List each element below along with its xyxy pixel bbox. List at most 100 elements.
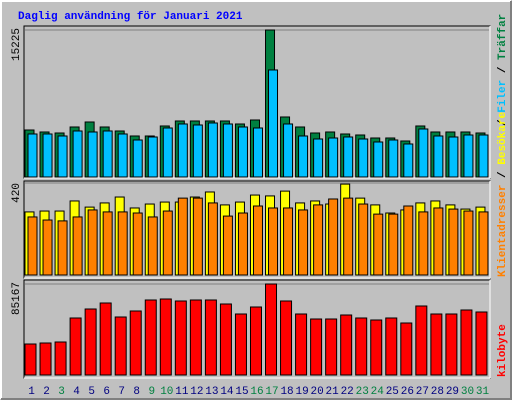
bar (433, 135, 444, 178)
x-tick-label: 23 (356, 386, 369, 398)
bar (114, 316, 127, 376)
bar (84, 308, 97, 376)
x-tick-label: 5 (88, 386, 95, 398)
bar (268, 207, 279, 276)
legend-separator: / (497, 119, 509, 126)
bar (204, 299, 217, 376)
x-tick-label: 1 (28, 386, 35, 398)
x-tick-label: 30 (461, 386, 474, 398)
bar (132, 139, 143, 178)
bar (72, 216, 83, 276)
x-tick-label: 20 (311, 386, 324, 398)
bar (325, 318, 338, 376)
x-tick-label: 29 (446, 386, 459, 398)
bar (310, 318, 323, 376)
x-tick-label: 17 (265, 386, 278, 398)
bar (54, 341, 67, 376)
bar (69, 317, 82, 376)
bar (475, 311, 488, 376)
bar (388, 213, 399, 276)
bar (207, 122, 218, 178)
bar (373, 141, 384, 178)
bar (358, 138, 369, 178)
x-tick-label: 2 (43, 386, 50, 398)
bar (418, 128, 429, 178)
x-tick-label: 14 (220, 386, 234, 398)
legend: / Filer / Träffar (497, 14, 509, 126)
bar (87, 209, 98, 276)
x-tick-label: 6 (103, 386, 110, 398)
bar (159, 298, 172, 376)
bar (403, 143, 414, 178)
bar (343, 136, 354, 178)
bar (388, 139, 399, 178)
bar (189, 299, 202, 376)
legend: kilobyte (497, 324, 509, 377)
legend-entry: kilobyte (497, 324, 509, 377)
bar (403, 205, 414, 276)
bar (313, 204, 324, 276)
bar (298, 209, 309, 276)
bar (460, 309, 473, 376)
bar (57, 220, 68, 276)
x-tick-label: 7 (118, 386, 125, 398)
bar (283, 123, 294, 178)
y-tick-label: 15225 (11, 28, 23, 61)
x-tick-label: 31 (476, 386, 490, 398)
bar (400, 322, 413, 376)
bar (448, 208, 459, 276)
bar (129, 310, 142, 376)
bar (219, 303, 232, 376)
bar (340, 314, 353, 376)
bar (24, 343, 37, 376)
bar (478, 134, 489, 178)
bar (430, 313, 443, 376)
bar (177, 197, 188, 276)
chart-title: Daglig användning för Januari 2021 (18, 11, 243, 23)
legend-entry: Träffar (497, 14, 509, 60)
bar (144, 299, 157, 376)
bar (57, 135, 68, 178)
y-tick-label: 420 (11, 183, 23, 203)
x-tick-label: 28 (431, 386, 444, 398)
bar (117, 133, 128, 178)
bar (132, 212, 143, 276)
bar (433, 207, 444, 276)
x-tick-label: 22 (341, 386, 354, 398)
x-tick-label: 15 (235, 386, 248, 398)
bar (463, 210, 474, 276)
bar (39, 342, 52, 376)
legend-entry: Klientadresser (497, 185, 509, 277)
bar (355, 317, 368, 376)
legend: Klientadresser / Besökare (497, 112, 509, 277)
bar (237, 126, 248, 178)
bar (117, 211, 128, 276)
bar (234, 313, 247, 376)
bar (147, 216, 158, 276)
x-tick-label: 9 (148, 386, 155, 398)
bar (370, 319, 383, 376)
bar (102, 211, 113, 276)
bar (328, 137, 339, 178)
bar (222, 215, 233, 276)
legend-entry: Besökare (497, 112, 509, 165)
bar (147, 136, 158, 178)
bar (87, 131, 98, 178)
bar (373, 213, 384, 276)
x-tick-label: 8 (133, 386, 140, 398)
x-tick-label: 3 (58, 386, 65, 398)
bar (298, 135, 309, 178)
legend-separator: / (497, 66, 509, 73)
bar (463, 134, 474, 178)
x-tick-label: 25 (386, 386, 399, 398)
x-tick-label: 19 (295, 386, 308, 398)
x-tick-label: 26 (401, 386, 414, 398)
bar (192, 197, 203, 276)
bar (448, 136, 459, 178)
bar (249, 306, 262, 376)
bar (162, 210, 173, 276)
